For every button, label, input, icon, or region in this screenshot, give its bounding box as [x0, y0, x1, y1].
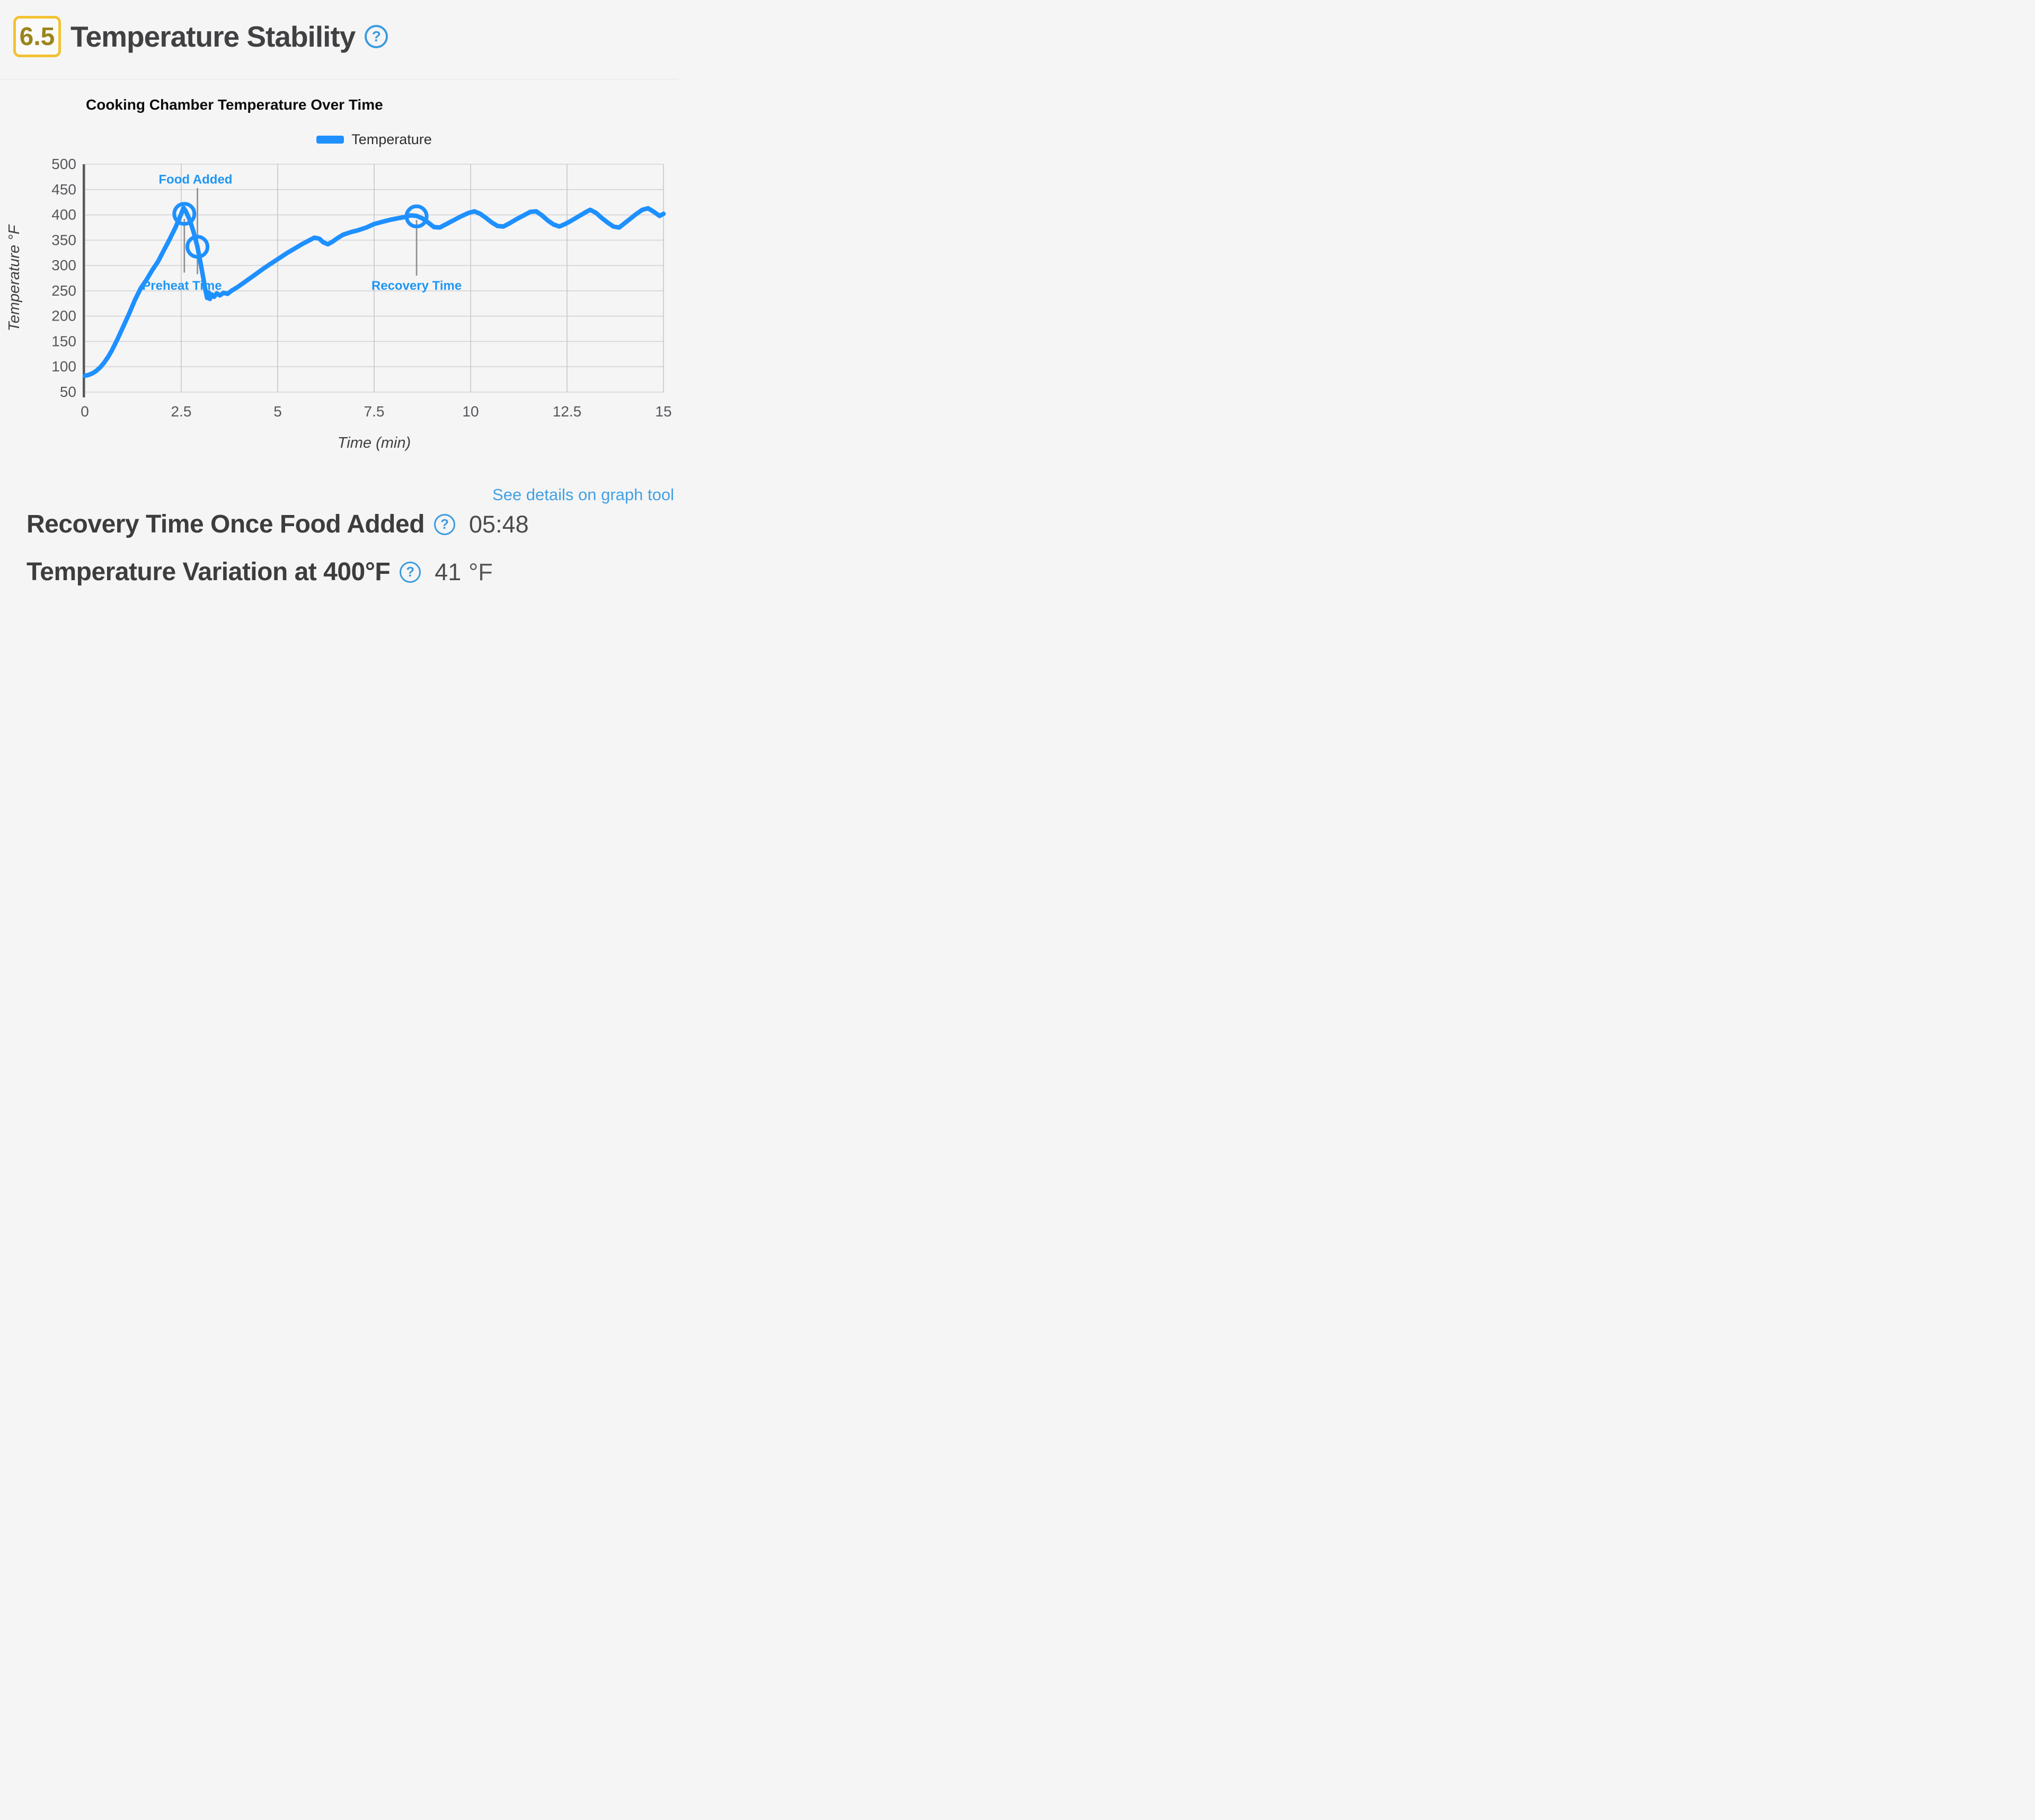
- series-temperature: [82, 205, 666, 378]
- y-tick-label: 350: [51, 232, 76, 248]
- section-header: 6.5 Temperature Stability ?: [13, 16, 388, 57]
- y-tick-label: 100: [51, 358, 76, 375]
- metric-value-temperature-variation: 41: [435, 558, 462, 585]
- metric-label-temperature-variation: Temperature Variation at 400°F: [26, 558, 391, 586]
- marker-ring: [404, 204, 429, 228]
- chart-legend: Temperature: [85, 131, 663, 148]
- help-icon-section[interactable]: ?: [365, 25, 388, 48]
- y-axis-line: [83, 164, 85, 397]
- annotation-label: Preheat Time: [142, 279, 222, 293]
- x-tick-label: 5: [273, 403, 282, 420]
- score-badge: 6.5: [13, 16, 61, 57]
- x-axis-title: Time (min): [338, 434, 411, 451]
- metric-unit-temperature-variation: °F: [468, 558, 493, 585]
- x-tick-label: 7.5: [364, 403, 385, 420]
- annotation-label: Recovery Time: [371, 279, 462, 293]
- y-tick-label: 50: [60, 384, 76, 400]
- x-tick-label: 15: [655, 403, 671, 420]
- x-tick-label: 2.5: [171, 403, 192, 420]
- y-tick-label: 450: [51, 181, 76, 198]
- help-icon-recovery-time[interactable]: ?: [434, 513, 456, 535]
- y-tick-label: 500: [51, 156, 76, 172]
- marker-ring: [172, 202, 197, 226]
- x-tick-label: 12.5: [553, 403, 582, 420]
- metric-row-temperature-variation: Temperature Variation at 400°F ? 41 °F: [26, 557, 493, 587]
- y-tick-label: 400: [51, 207, 76, 223]
- metric-label-recovery-time: Recovery Time Once Food Added: [26, 510, 425, 538]
- annotation-label: Food Added: [158, 172, 232, 187]
- chart-title: Cooking Chamber Temperature Over Time: [86, 96, 383, 113]
- y-tick-label: 200: [51, 308, 76, 324]
- y-axis-title: Temperature °F: [6, 224, 23, 331]
- metric-row-recovery-time: Recovery Time Once Food Added ? 05:48: [26, 510, 536, 539]
- x-tick-label: 0: [81, 403, 89, 420]
- legend-swatch-temperature: [316, 136, 344, 144]
- temperature-line-chart: 50 100 150 200 250 300 350 400 450 500 0 2.5 5 7.5 10 1…: [6, 156, 672, 451]
- legend-label-temperature: Temperature: [351, 131, 432, 147]
- marker-ring: [185, 235, 210, 259]
- y-tick-label: 300: [51, 257, 76, 273]
- y-tick-label: 150: [51, 333, 76, 349]
- section-title: Temperature Stability: [70, 20, 356, 53]
- help-icon-temperature-variation[interactable]: ?: [400, 561, 421, 583]
- metric-value-recovery-time: 05:48: [469, 510, 529, 538]
- temperature-stability-section: 6.5 Temperature Stability ? Cooking Cham…: [0, 0, 678, 607]
- y-tick-label: 250: [51, 282, 76, 299]
- see-details-link[interactable]: See details on graph tool: [492, 485, 674, 504]
- x-tick-label: 10: [462, 403, 479, 420]
